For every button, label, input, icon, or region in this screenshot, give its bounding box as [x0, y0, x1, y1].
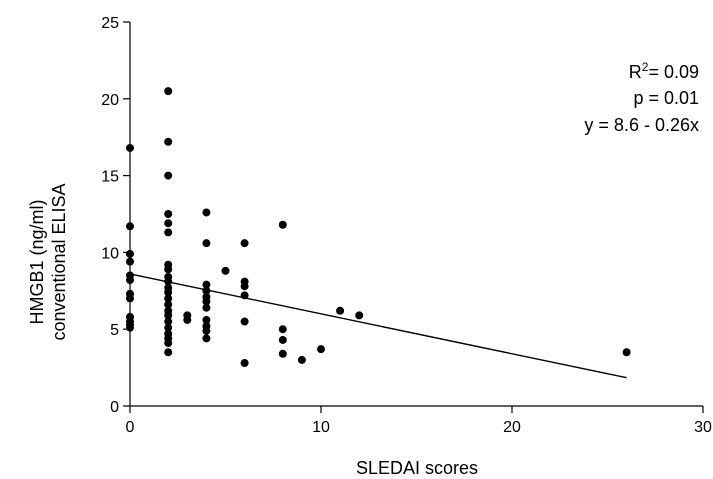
x-tick-label: 30	[694, 419, 712, 436]
y-tick-label: 25	[101, 15, 119, 32]
data-point	[240, 291, 249, 300]
data-point	[297, 355, 306, 364]
data-point	[240, 358, 249, 367]
y-tick-label: 10	[101, 245, 119, 262]
y-tick-label: 20	[101, 92, 119, 109]
data-point	[202, 334, 211, 343]
data-point	[164, 294, 173, 303]
data-point	[355, 311, 364, 320]
x-ticks: 0 10 20 30	[126, 406, 712, 436]
x-tick-label: 0	[126, 419, 135, 436]
regression-line	[129, 273, 627, 379]
data-point	[164, 210, 173, 218]
data-point	[126, 294, 134, 303]
r-squared-exponent: 2	[642, 60, 649, 74]
data-point	[240, 317, 249, 326]
y-axis: 0 5 10 15 20 25	[101, 15, 131, 416]
p-value-annotation: p = 0.01	[633, 88, 699, 108]
data-point	[164, 219, 173, 228]
y-axis-title-line-1: HMGB1 (ng/ml)	[27, 199, 47, 324]
data-point	[126, 276, 134, 285]
data-point	[336, 306, 345, 315]
y-tick-label: 15	[101, 169, 119, 186]
y-tick-label: 0	[110, 399, 119, 416]
data-point	[126, 257, 134, 266]
y-tick-label: 5	[110, 322, 119, 339]
data-point	[221, 266, 230, 275]
data-point	[126, 222, 134, 231]
data-point	[164, 311, 173, 320]
data-point	[126, 143, 134, 152]
x-tick-label: 10	[312, 419, 330, 436]
data-point	[202, 208, 211, 217]
data-point	[164, 265, 173, 274]
data-point	[126, 249, 134, 258]
data-point	[278, 349, 287, 358]
r-squared-value: = 0.09	[648, 62, 699, 82]
data-point	[164, 171, 173, 180]
x-axis-title: SLEDAI scores	[356, 458, 478, 478]
data-point	[202, 286, 211, 295]
data-point	[202, 326, 211, 335]
data-point	[278, 220, 287, 229]
r-squared-prefix: R	[629, 62, 642, 82]
regression-equation-annotation: y = 8.6 - 0.26x	[584, 115, 699, 135]
data-point	[202, 297, 211, 306]
data-point	[164, 339, 173, 348]
data-point	[202, 315, 211, 324]
data-point	[164, 300, 173, 309]
data-point	[164, 228, 173, 237]
data-point	[202, 280, 211, 289]
y-axis-title-line-2: conventional ELISA	[49, 183, 69, 340]
data-point	[317, 345, 325, 354]
data-point	[164, 87, 173, 96]
data-point	[202, 303, 211, 312]
data-point	[240, 239, 249, 248]
stats-annotation: R2= 0.09 p = 0.01 y = 8.6 - 0.26x	[584, 60, 699, 135]
data-point	[278, 335, 287, 344]
data-point	[164, 348, 173, 357]
y-axis-title: HMGB1 (ng/ml) conventional ELISA	[27, 183, 69, 340]
r-squared-annotation: R2= 0.09	[629, 60, 699, 82]
y-ticks: 0 5 10 15 20 25	[101, 15, 130, 416]
data-point	[164, 323, 173, 332]
data-point	[240, 282, 249, 291]
data-point	[164, 277, 173, 286]
data-point	[164, 317, 173, 326]
data-point	[126, 323, 134, 332]
data-points	[126, 87, 631, 367]
data-point	[164, 288, 173, 297]
data-point	[278, 325, 287, 334]
x-axis: 0 10 20 30	[126, 405, 712, 436]
data-point	[183, 315, 192, 324]
data-point	[622, 348, 631, 357]
x-tick-label: 20	[503, 419, 521, 436]
data-point	[202, 239, 211, 248]
data-point	[164, 137, 173, 146]
